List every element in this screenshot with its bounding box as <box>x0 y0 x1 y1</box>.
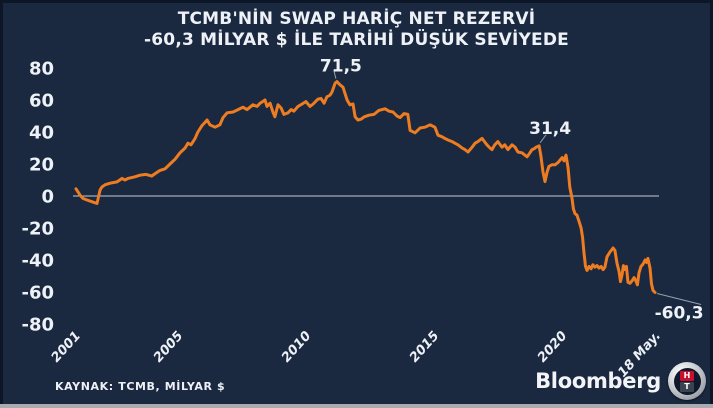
ht-logo-letter-h: H <box>680 370 694 381</box>
bottom-strip <box>0 404 713 408</box>
bloomberg-ht-brand: Bloomberg H T <box>535 361 706 401</box>
y-tick-label--60: -60 <box>21 283 54 304</box>
x-tick-2005: 2005 <box>151 329 186 366</box>
bloomberg-ht-logo-icon: H T <box>668 362 706 400</box>
x-tick-2010: 2010 <box>279 329 314 366</box>
y-tick-label-40: 40 <box>29 123 54 144</box>
ht-logo-letter-t: T <box>680 381 694 392</box>
reserve-line <box>74 80 657 294</box>
y-tick-label--80: -80 <box>21 315 54 336</box>
y-tick-label-0: 0 <box>41 187 54 208</box>
bloomberg-wordmark: Bloomberg <box>535 369 661 393</box>
y-tick-label-60: 60 <box>29 91 54 112</box>
chart-title-line2: -60,3 MİLYAR $ İLE TARİHİ DÜŞÜK SEVİYEDE <box>144 30 569 50</box>
y-tick-label-80: 80 <box>29 59 54 80</box>
ht-logo-inner: H T <box>673 367 701 395</box>
y-tick-label--20: -20 <box>21 219 54 240</box>
y-tick-label--40: -40 <box>21 251 54 272</box>
x-tick-label: 2010 <box>279 329 314 366</box>
annotation-label-71,5: 71,5 <box>320 57 362 77</box>
chart-title: TCMB'NİN SWAP HARİÇ NET REZERVİ -60,3 Mİ… <box>0 9 713 51</box>
annotation-label--60,3: -60,3 <box>655 303 704 323</box>
annotation-callout <box>656 292 702 305</box>
annotation-callout <box>539 134 547 144</box>
source-note: KAYNAK: TCMB, MİLYAR $ <box>55 380 226 393</box>
x-tick-2015: 2015 <box>407 329 442 366</box>
chart-title-line1: TCMB'NİN SWAP HARİÇ NET REZERVİ <box>177 9 536 29</box>
x-tick-label: 2015 <box>407 329 442 366</box>
y-tick-label-20: 20 <box>29 155 54 176</box>
x-tick-label: 2005 <box>151 329 186 366</box>
annotation-callout <box>333 70 337 79</box>
annotation-label-31,4: 31,4 <box>529 119 571 139</box>
